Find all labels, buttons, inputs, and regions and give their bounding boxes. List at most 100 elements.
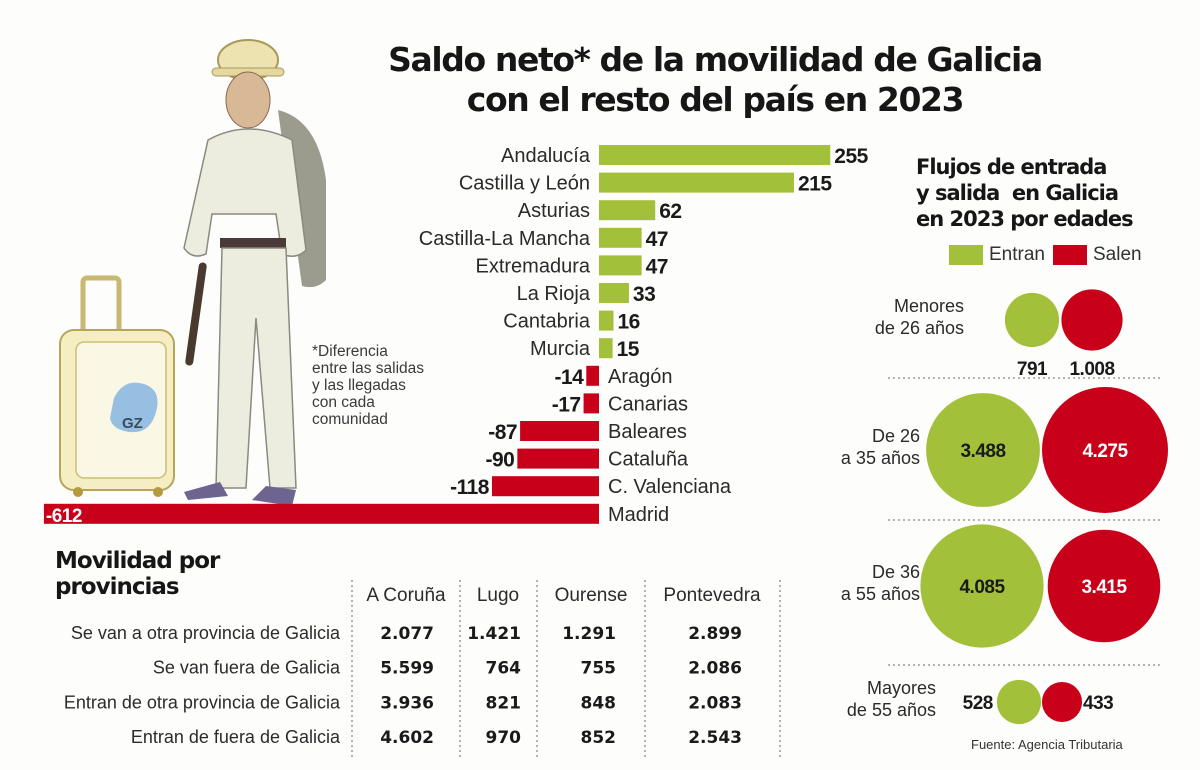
category-label: Murcia bbox=[530, 338, 591, 360]
value-label: -14 bbox=[554, 366, 584, 389]
flows-title: Flujos de entrada y salida en Galicia en… bbox=[916, 154, 1134, 232]
flows-title-line-1: Flujos de entrada bbox=[916, 155, 1107, 179]
category-label: Madrid bbox=[608, 504, 669, 526]
main-title: Saldo neto* de la movilidad de Galicia c… bbox=[320, 40, 1110, 120]
net-balance-bar-chart: Andalucía 255 Castilla y León 215 Asturias 62… bbox=[43, 145, 869, 527]
value-label: 47 bbox=[646, 255, 668, 278]
category-label: Canarias bbox=[608, 393, 688, 415]
column-header: Lugo bbox=[477, 585, 519, 606]
table-cell: 2.077 bbox=[380, 624, 434, 644]
table-cell: 2.086 bbox=[688, 659, 742, 679]
category-label: Aragón bbox=[608, 366, 673, 388]
table-cell: 1.421 bbox=[467, 624, 521, 644]
age-group-label: de 26 años bbox=[875, 318, 964, 338]
illustration-worker-suitcase: GZ bbox=[59, 39, 326, 506]
value-entran: 791 bbox=[1017, 359, 1048, 380]
value-label: 215 bbox=[798, 173, 832, 196]
category-label: Cataluña bbox=[608, 449, 689, 471]
bubble-salen bbox=[1061, 289, 1123, 351]
age-group-label: Menores bbox=[894, 296, 964, 316]
bar-la-rioja bbox=[599, 283, 629, 303]
bar-canarias bbox=[583, 393, 599, 414]
footnote-line: comunidad bbox=[312, 411, 388, 428]
table-cell: 2.899 bbox=[688, 624, 742, 644]
table-cell: 3.936 bbox=[380, 693, 434, 713]
category-label: Cantabria bbox=[503, 311, 591, 333]
table-cell: 2.543 bbox=[688, 728, 742, 748]
category-label: C. Valenciana bbox=[608, 476, 732, 498]
value-label: -612 bbox=[46, 506, 82, 527]
flows-legend: Entran Salen bbox=[949, 244, 1150, 266]
category-label: Baleares bbox=[608, 421, 687, 443]
flows-title-line-2: y salida en Galicia bbox=[916, 181, 1119, 205]
value-entran: 4.085 bbox=[959, 577, 1005, 598]
column-header: Ourense bbox=[555, 585, 628, 606]
value-entran: 528 bbox=[963, 693, 993, 714]
bar-asturias bbox=[599, 200, 656, 221]
table-cell: 2.083 bbox=[688, 693, 742, 713]
row-label: Se van a otra provincia de Galicia bbox=[71, 623, 341, 643]
category-label: Asturias bbox=[518, 200, 590, 222]
footnote: *Diferencia entre las salidas y las lleg… bbox=[312, 343, 424, 428]
bar-castilla-y-le-n bbox=[599, 172, 795, 193]
value-label: 255 bbox=[834, 145, 868, 168]
bar-baleares bbox=[520, 421, 599, 441]
bubble-salen bbox=[1047, 529, 1161, 643]
bar-catalu-a bbox=[517, 448, 599, 469]
table-cell: 5.599 bbox=[380, 659, 434, 679]
value-label: -118 bbox=[450, 476, 490, 499]
value-label: -87 bbox=[488, 421, 517, 444]
category-label: Castilla-La Mancha bbox=[419, 228, 591, 250]
age-group-label: Mayores bbox=[867, 678, 936, 698]
table-cell: 4.602 bbox=[380, 728, 434, 748]
row-label: Entran de fuera de Galicia bbox=[131, 727, 341, 747]
bubble-entran bbox=[996, 679, 1042, 725]
value-label: 62 bbox=[659, 200, 681, 223]
value-label: 15 bbox=[617, 338, 640, 361]
column-header: Pontevedra bbox=[663, 585, 761, 606]
footnote-line: *Diferencia bbox=[312, 343, 388, 360]
bubble-salen bbox=[1042, 387, 1168, 513]
bubble-entran bbox=[1004, 292, 1060, 348]
category-label: La Rioja bbox=[517, 283, 591, 305]
age-group-label: a 55 años bbox=[841, 584, 920, 604]
bar-extremadura bbox=[599, 255, 642, 276]
footnote-line: entre las salidas bbox=[312, 360, 425, 377]
column-header: A Coruña bbox=[366, 585, 446, 606]
table-cell: 848 bbox=[581, 693, 617, 713]
value-label: 16 bbox=[618, 311, 640, 334]
bar-andaluc-a bbox=[599, 145, 831, 165]
age-group-label: a 35 años bbox=[841, 448, 920, 468]
provinces-title-line-1: Movilidad por bbox=[55, 548, 220, 574]
legend-label-salen: Salen bbox=[1092, 244, 1142, 265]
table-cell: 970 bbox=[486, 728, 522, 748]
suitcase-illustration: GZ bbox=[59, 275, 175, 497]
value-salen: 3.415 bbox=[1081, 577, 1127, 598]
provinces-table: A Coruña Lugo Ourense Pontevedra Se van a ot… bbox=[64, 580, 781, 758]
bar-arag-n bbox=[586, 365, 599, 386]
table-cell: 755 bbox=[581, 659, 617, 679]
category-label: Extremadura bbox=[476, 255, 591, 277]
flows-title-line-3: en 2023 por edades bbox=[916, 207, 1134, 231]
table-cell: 852 bbox=[581, 728, 617, 748]
row-label: Entran de otra provincia de Galicia bbox=[64, 692, 341, 712]
value-label: -90 bbox=[486, 449, 515, 472]
age-group-label: de 55 años bbox=[847, 700, 936, 720]
legend-swatch-salen bbox=[1052, 245, 1087, 265]
value-salen: 1.008 bbox=[1069, 359, 1114, 380]
category-label: Andalucía bbox=[501, 145, 591, 167]
value-label: 47 bbox=[646, 228, 668, 251]
bar-cantabria bbox=[599, 310, 614, 331]
bubble-entran bbox=[920, 524, 1044, 648]
bar-castilla-la-mancha bbox=[599, 227, 642, 248]
value-label: 33 bbox=[633, 283, 655, 306]
table-cell: 764 bbox=[486, 659, 522, 679]
value-salen: 4.275 bbox=[1082, 441, 1128, 462]
main-title-line-1: Saldo neto* de la movilidad de Galicia bbox=[388, 40, 1043, 79]
footnote-line: y las llegadas bbox=[312, 377, 406, 394]
bar-murcia bbox=[599, 338, 613, 359]
source-note: Fuente: Agencia Tributaria bbox=[971, 737, 1123, 752]
category-label: Castilla y León bbox=[459, 173, 590, 195]
age-group-label: De 26 bbox=[872, 426, 920, 446]
